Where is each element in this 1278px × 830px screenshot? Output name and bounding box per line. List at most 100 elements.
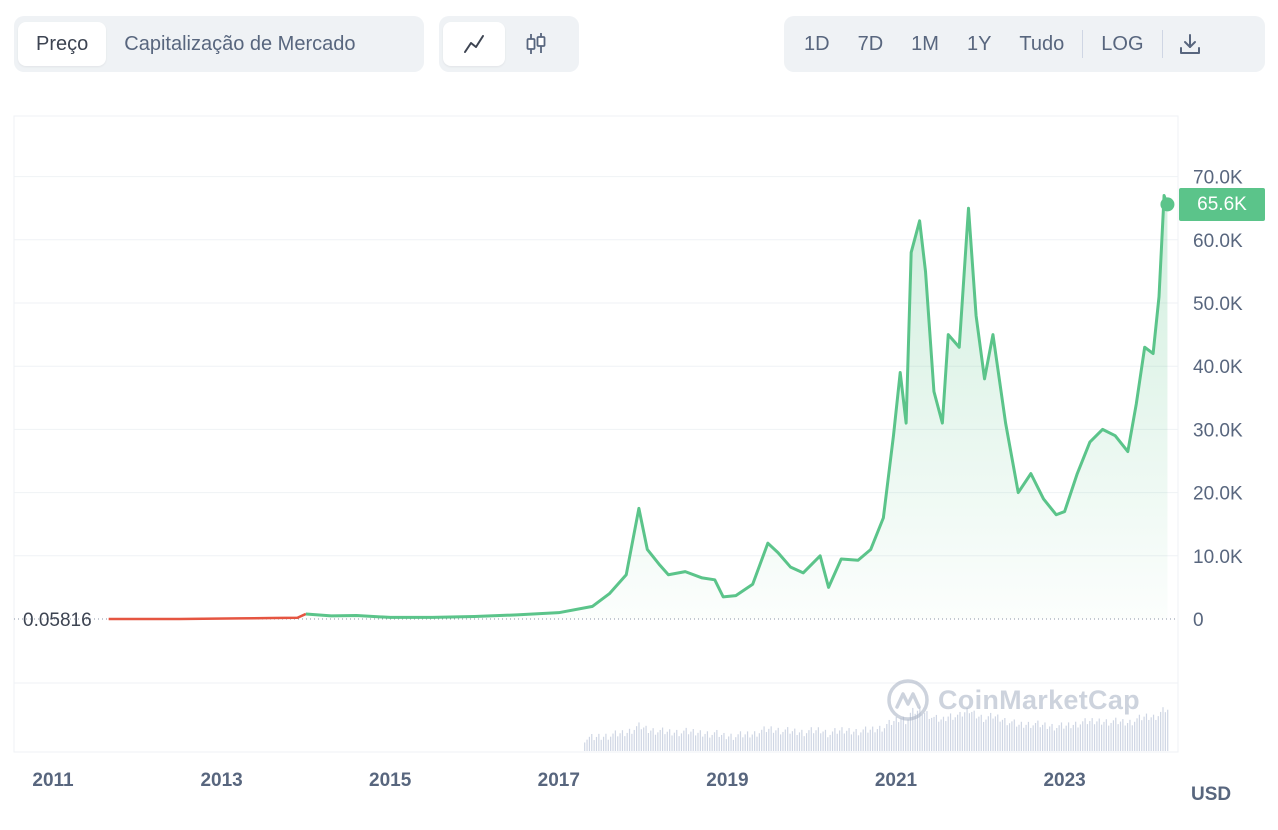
volume-bar <box>706 731 709 751</box>
volume-bar <box>1145 713 1148 751</box>
volume-bar <box>1141 720 1143 751</box>
volume-bar <box>1072 724 1074 751</box>
volume-bar <box>595 736 598 751</box>
coinmarketcap-logo-icon <box>887 679 929 721</box>
volume-bar <box>619 733 621 751</box>
y-axis: 0 10.0K 20.0K 30.0K 40.0K 50.0K 60.0K 70.0K <box>1193 168 1243 631</box>
log-scale-button[interactable]: LOG <box>1101 33 1144 55</box>
volume-bar <box>853 731 855 751</box>
volume-bar <box>803 736 805 751</box>
volume-bar <box>732 739 734 751</box>
range-1d-button[interactable]: 1D <box>804 33 830 55</box>
chart-type-toggle <box>439 16 579 72</box>
volume-bar <box>1157 716 1159 751</box>
volume-bar <box>964 712 966 751</box>
volume-bar <box>834 728 836 751</box>
volume-bar <box>883 728 886 751</box>
volume-bar <box>640 729 642 751</box>
volume-bar <box>1160 711 1162 751</box>
volume-bar <box>954 717 956 751</box>
volume-bar <box>888 719 890 751</box>
download-button[interactable] <box>1167 22 1213 66</box>
volume-bar <box>1148 719 1150 751</box>
volume-bar <box>787 727 789 751</box>
range-1m-button[interactable]: 1M <box>911 33 939 55</box>
y-tick-label: 70.0K <box>1193 168 1243 189</box>
last-price-badge: 65.6K <box>1179 188 1265 221</box>
volume-bar <box>886 724 888 751</box>
volume-bar <box>685 727 687 751</box>
volume-bar <box>1018 724 1020 751</box>
volume-bar <box>1030 727 1032 751</box>
volume-bar <box>869 729 871 751</box>
volume-bar <box>1152 714 1155 751</box>
volume-bar <box>841 727 843 751</box>
volume-bar <box>1070 728 1072 751</box>
volume-bar <box>940 719 942 751</box>
volume-bar <box>673 732 675 751</box>
volume-bar <box>860 732 862 751</box>
volume-bar <box>645 725 647 751</box>
volume-bar <box>1082 721 1084 751</box>
volume-bar <box>591 733 593 751</box>
volume-bar <box>831 731 834 751</box>
volume-bar <box>600 739 602 751</box>
volume-bar <box>855 729 857 751</box>
volume-bar <box>1134 721 1136 751</box>
volume-bar <box>676 729 678 751</box>
volume-bar <box>1042 724 1044 751</box>
volume-bar <box>935 714 937 751</box>
volume-bar <box>718 736 720 751</box>
volume-bar <box>1001 719 1004 751</box>
volume-bar <box>980 714 982 751</box>
volume-bar <box>1115 717 1117 751</box>
price-area-fill <box>108 195 1168 619</box>
volume-bar <box>982 721 985 751</box>
volume-bar <box>796 734 798 751</box>
volume-bar <box>1034 722 1037 751</box>
x-tick-label: 2023 <box>1043 770 1085 791</box>
volume-bar <box>775 730 777 751</box>
range-7d-button[interactable]: 7D <box>857 33 884 55</box>
volume-bar <box>992 718 994 751</box>
volume-bar <box>1150 717 1152 751</box>
volume-bar <box>1020 721 1022 751</box>
volume-bar <box>1162 707 1164 751</box>
volume-bar <box>690 731 692 751</box>
volume-bar <box>905 724 907 751</box>
price-area <box>108 195 1168 619</box>
metric-toggle: Preço Capitalização de Mercado <box>14 16 424 72</box>
volume-bar <box>916 710 919 751</box>
volume-bar <box>1096 721 1098 751</box>
volume-bar <box>893 721 895 751</box>
volume-bar <box>628 728 631 751</box>
volume-bar <box>605 733 607 751</box>
price-line <box>108 194 1175 621</box>
volume-bar <box>942 716 945 751</box>
tab-price[interactable]: Preço <box>18 22 107 66</box>
volume-bar <box>1108 725 1110 751</box>
volume-bar <box>1051 723 1053 751</box>
volume-bar <box>711 734 713 751</box>
volume-bar <box>617 736 619 751</box>
range-all-button[interactable]: Tudo <box>1019 33 1065 55</box>
volume-bar <box>1008 723 1011 751</box>
tab-market-cap[interactable]: Capitalização de Mercado <box>124 33 356 55</box>
volume-bar <box>1056 728 1058 751</box>
volume-bar <box>1077 727 1079 751</box>
volume-bar <box>968 713 971 751</box>
volume-bar <box>1004 718 1006 751</box>
volume-bar <box>636 726 638 751</box>
volume-bar <box>671 735 673 751</box>
volume-bar <box>949 713 952 751</box>
candlestick-chart-button[interactable] <box>505 22 567 66</box>
volume-bar <box>1098 718 1100 751</box>
volume-bar <box>1011 721 1013 751</box>
line-chart-button[interactable] <box>443 22 505 66</box>
volume-bar <box>751 734 753 751</box>
volume-bar <box>1129 719 1131 751</box>
range-1y-button[interactable]: 1Y <box>966 33 992 55</box>
volume-bar <box>997 714 999 751</box>
volume-bar <box>1110 722 1112 751</box>
